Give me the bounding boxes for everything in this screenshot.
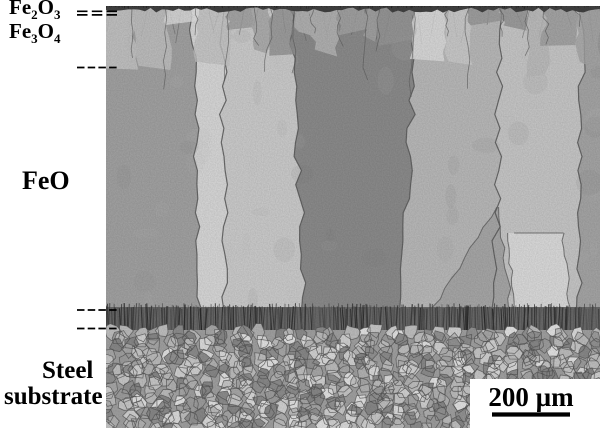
svg-text:200 µm: 200 µm	[488, 382, 574, 412]
